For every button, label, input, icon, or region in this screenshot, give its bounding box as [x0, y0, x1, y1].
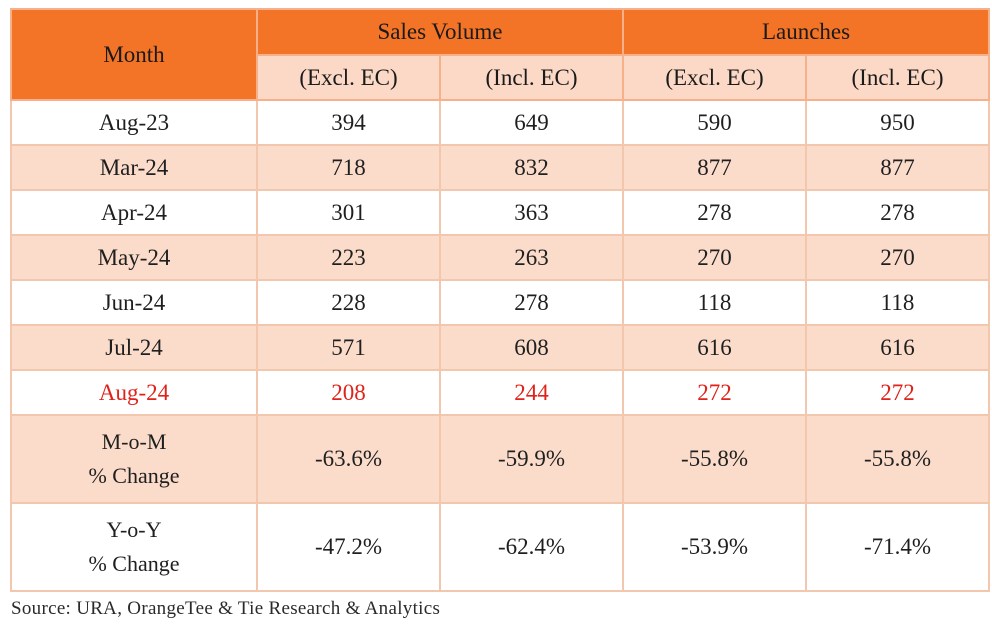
table-cell: 272 — [622, 369, 807, 416]
table-cell: 270 — [622, 234, 807, 281]
table-row-current-month: Aug-24 208 244 272 272 — [10, 369, 991, 416]
table-cell: -63.6% — [256, 414, 441, 504]
header-row-groups: Month Sales Volume Launches — [10, 8, 991, 101]
table-cell: 278 — [622, 189, 807, 236]
table-cell: 244 — [439, 369, 624, 416]
row-month-cell: Apr-24 — [10, 189, 258, 236]
table-cell: 616 — [804, 324, 991, 371]
table-cell: 118 — [622, 279, 807, 326]
table-row: Jun-24 228 278 118 118 — [10, 279, 991, 326]
table-cell: -71.4% — [804, 502, 991, 592]
row-month-cell: Aug-24 — [10, 369, 258, 416]
sales-incl-ec-header: (Incl. EC) — [439, 54, 624, 101]
table-cell: 278 — [439, 279, 624, 326]
launches-group-header: Launches — [621, 8, 991, 56]
yoy-label-cell: Y-o-Y % Change — [10, 502, 258, 592]
sales-launches-table-container: Month Sales Volume Launches (Excl. EC) (… — [10, 8, 991, 592]
sales-launches-table: Month Sales Volume Launches (Excl. EC) (… — [10, 8, 991, 592]
table-row: Jul-24 571 608 616 616 — [10, 324, 991, 371]
table-cell: 394 — [256, 99, 441, 146]
row-month-cell: May-24 — [10, 234, 258, 281]
table-cell: 718 — [256, 144, 441, 191]
table-cell: 301 — [256, 189, 441, 236]
table-row: Mar-24 718 832 877 877 — [10, 144, 991, 191]
table-cell: 278 — [804, 189, 991, 236]
mom-label: M-o-M — [101, 429, 167, 454]
table-cell: -55.8% — [622, 414, 807, 504]
table-cell: 950 — [804, 99, 991, 146]
table-cell: -59.9% — [439, 414, 624, 504]
mom-label-sub: % Change — [88, 463, 180, 488]
table-cell: 270 — [804, 234, 991, 281]
header-row-subcolumns: (Excl. EC) (Incl. EC) (Excl. EC) (Incl. … — [11, 54, 991, 101]
table-cell: -47.2% — [256, 502, 441, 592]
table-cell: 877 — [622, 144, 807, 191]
table-cell: -62.4% — [439, 502, 624, 592]
table-cell: 363 — [439, 189, 624, 236]
table-cell: 118 — [804, 279, 991, 326]
launches-incl-ec-header: (Incl. EC) — [804, 54, 991, 101]
table-cell: 272 — [804, 369, 991, 416]
yoy-label: Y-o-Y — [106, 517, 162, 542]
row-month-cell: Aug-23 — [10, 99, 258, 146]
source-note: Source: URA, OrangeTee & Tie Research & … — [11, 598, 441, 619]
row-month-cell: Jul-24 — [10, 324, 258, 371]
table-cell: 616 — [622, 324, 807, 371]
mom-change-row: M-o-M % Change -63.6% -59.9% -55.8% -55.… — [10, 414, 991, 504]
table-cell: 228 — [256, 279, 441, 326]
yoy-label-sub: % Change — [88, 551, 180, 576]
table-cell: 608 — [439, 324, 624, 371]
table-cell: 263 — [439, 234, 624, 281]
table-cell: 877 — [804, 144, 991, 191]
sales-excl-ec-header: (Excl. EC) — [256, 54, 441, 101]
table-cell: 832 — [439, 144, 624, 191]
yoy-change-row: Y-o-Y % Change -47.2% -62.4% -53.9% -71.… — [10, 502, 991, 592]
mom-label-cell: M-o-M % Change — [10, 414, 258, 504]
table-cell: 590 — [622, 99, 807, 146]
table-row: May-24 223 263 270 270 — [10, 234, 991, 281]
month-column-header: Month — [10, 8, 258, 101]
table-cell: -55.8% — [804, 414, 991, 504]
table-cell: 571 — [256, 324, 441, 371]
row-month-cell: Jun-24 — [10, 279, 258, 326]
sales-volume-group-header: Sales Volume — [256, 8, 624, 56]
table-cell: 223 — [256, 234, 441, 281]
table-row: Aug-23 394 649 590 950 — [10, 99, 991, 146]
table-cell: -53.9% — [622, 502, 807, 592]
table-row: Apr-24 301 363 278 278 — [10, 189, 991, 236]
table-cell: 649 — [439, 99, 624, 146]
row-month-cell: Mar-24 — [10, 144, 258, 191]
table-cell: 208 — [256, 369, 441, 416]
launches-excl-ec-header: (Excl. EC) — [622, 54, 807, 101]
